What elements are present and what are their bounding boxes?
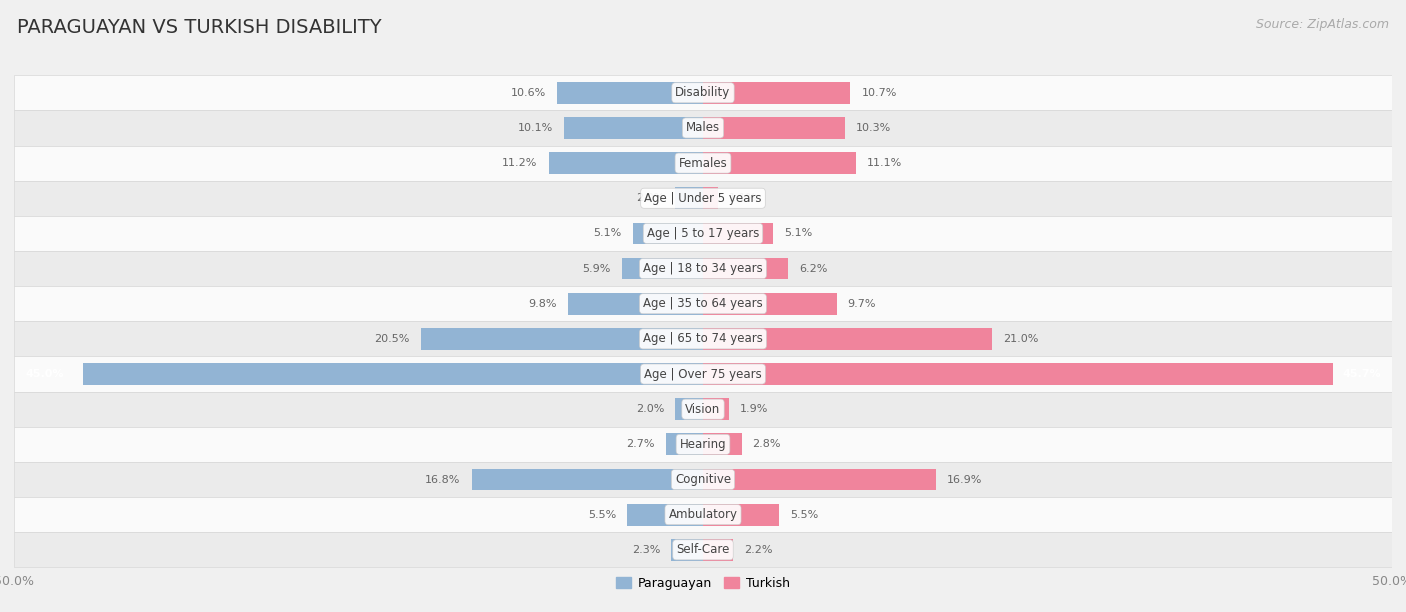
Bar — [14, 497, 1392, 532]
Text: Ambulatory: Ambulatory — [668, 508, 738, 521]
Bar — [703, 82, 851, 103]
Bar — [568, 293, 703, 315]
Text: 2.2%: 2.2% — [744, 545, 773, 555]
Text: 45.0%: 45.0% — [25, 369, 63, 379]
Text: 10.7%: 10.7% — [862, 88, 897, 98]
Legend: Paraguayan, Turkish: Paraguayan, Turkish — [612, 572, 794, 595]
Text: 16.8%: 16.8% — [425, 474, 461, 485]
Text: Males: Males — [686, 121, 720, 135]
Bar — [703, 398, 730, 420]
Text: 2.3%: 2.3% — [631, 545, 661, 555]
Text: 2.0%: 2.0% — [636, 193, 665, 203]
Text: 10.3%: 10.3% — [856, 123, 891, 133]
Bar — [703, 293, 837, 315]
Text: Age | Over 75 years: Age | Over 75 years — [644, 368, 762, 381]
Bar — [83, 363, 703, 385]
Text: Disability: Disability — [675, 86, 731, 99]
Text: Self-Care: Self-Care — [676, 543, 730, 556]
Bar — [14, 75, 1392, 110]
Bar — [548, 152, 703, 174]
Text: Females: Females — [679, 157, 727, 170]
Bar — [627, 504, 703, 526]
Text: 9.7%: 9.7% — [848, 299, 876, 308]
Bar — [14, 181, 1392, 216]
Text: Age | 65 to 74 years: Age | 65 to 74 years — [643, 332, 763, 345]
Bar — [703, 258, 789, 280]
Bar — [14, 462, 1392, 497]
Bar — [14, 286, 1392, 321]
Bar — [703, 117, 845, 139]
Text: 2.7%: 2.7% — [626, 439, 655, 449]
Text: Cognitive: Cognitive — [675, 473, 731, 486]
Text: Age | 35 to 64 years: Age | 35 to 64 years — [643, 297, 763, 310]
Bar — [703, 504, 779, 526]
Bar — [703, 363, 1333, 385]
Bar — [633, 223, 703, 244]
Text: 1.9%: 1.9% — [740, 404, 769, 414]
Bar — [703, 328, 993, 350]
Bar — [14, 392, 1392, 427]
Text: 6.2%: 6.2% — [800, 264, 828, 274]
Text: 20.5%: 20.5% — [374, 334, 409, 344]
Bar — [671, 539, 703, 561]
Text: 5.5%: 5.5% — [790, 510, 818, 520]
Bar — [675, 187, 703, 209]
Bar — [14, 251, 1392, 286]
Bar — [621, 258, 703, 280]
Bar — [675, 398, 703, 420]
Bar — [703, 152, 856, 174]
Text: 11.2%: 11.2% — [502, 158, 537, 168]
Text: Hearing: Hearing — [679, 438, 727, 451]
Text: 5.5%: 5.5% — [588, 510, 616, 520]
Bar — [14, 146, 1392, 181]
Text: 5.9%: 5.9% — [582, 264, 610, 274]
Bar — [420, 328, 703, 350]
Text: 45.7%: 45.7% — [1343, 369, 1381, 379]
Text: Age | Under 5 years: Age | Under 5 years — [644, 192, 762, 205]
Text: 10.6%: 10.6% — [510, 88, 546, 98]
Text: Age | 5 to 17 years: Age | 5 to 17 years — [647, 227, 759, 240]
Bar — [14, 110, 1392, 146]
Bar — [14, 427, 1392, 462]
Text: Vision: Vision — [685, 403, 721, 416]
Bar — [703, 223, 773, 244]
Text: 2.8%: 2.8% — [752, 439, 782, 449]
Text: 5.1%: 5.1% — [785, 228, 813, 239]
Text: 9.8%: 9.8% — [529, 299, 557, 308]
Text: Age | 18 to 34 years: Age | 18 to 34 years — [643, 262, 763, 275]
Bar — [14, 356, 1392, 392]
Bar — [557, 82, 703, 103]
Text: 16.9%: 16.9% — [946, 474, 983, 485]
Bar — [564, 117, 703, 139]
Text: PARAGUAYAN VS TURKISH DISABILITY: PARAGUAYAN VS TURKISH DISABILITY — [17, 18, 381, 37]
Text: 5.1%: 5.1% — [593, 228, 621, 239]
Bar — [471, 469, 703, 490]
Text: 21.0%: 21.0% — [1004, 334, 1039, 344]
Text: 11.1%: 11.1% — [868, 158, 903, 168]
Text: Source: ZipAtlas.com: Source: ZipAtlas.com — [1256, 18, 1389, 31]
Bar — [14, 532, 1392, 567]
Bar — [666, 433, 703, 455]
Text: 2.0%: 2.0% — [636, 404, 665, 414]
Text: 10.1%: 10.1% — [517, 123, 553, 133]
Text: 1.1%: 1.1% — [730, 193, 758, 203]
Bar — [703, 469, 936, 490]
Bar — [703, 539, 734, 561]
Bar — [703, 187, 718, 209]
Bar — [14, 321, 1392, 356]
Bar — [14, 216, 1392, 251]
Bar — [703, 433, 741, 455]
